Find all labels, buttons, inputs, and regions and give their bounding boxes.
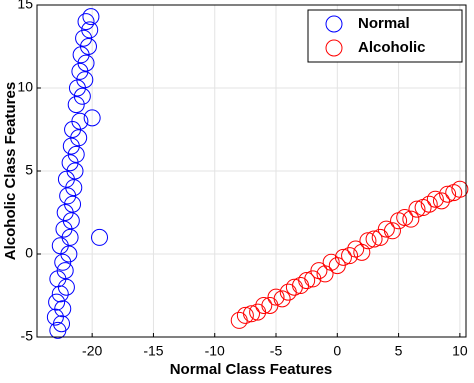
y-tick-label: -5 xyxy=(21,328,34,344)
point xyxy=(426,190,444,208)
point xyxy=(304,270,322,288)
legend-marker xyxy=(325,15,343,33)
x-tick-label: -5 xyxy=(270,343,283,359)
point xyxy=(67,145,85,163)
point xyxy=(54,300,72,318)
x-axis-label: Normal Class Features xyxy=(170,361,333,378)
point xyxy=(70,129,88,147)
legend-label: Alcoholic xyxy=(358,39,426,56)
point xyxy=(377,220,395,238)
point xyxy=(77,13,95,31)
point xyxy=(73,87,91,105)
point xyxy=(75,29,93,47)
point xyxy=(298,272,316,290)
x-tick-label: -10 xyxy=(205,343,225,359)
point xyxy=(53,315,71,333)
point xyxy=(328,257,346,275)
x-tick-label: 0 xyxy=(333,343,341,359)
y-tick-label: 5 xyxy=(25,162,33,178)
point xyxy=(62,212,80,230)
y-axis-label: Alcoholic Class Features xyxy=(2,82,19,260)
point xyxy=(316,265,334,283)
point xyxy=(56,262,74,280)
point xyxy=(420,195,438,213)
point xyxy=(66,162,84,180)
point xyxy=(64,195,82,213)
point xyxy=(359,232,377,250)
point xyxy=(67,96,85,114)
point xyxy=(353,243,371,261)
point xyxy=(236,306,254,324)
point xyxy=(76,71,94,89)
y-tick-label: 10 xyxy=(17,79,33,95)
x-tick-label: -15 xyxy=(143,343,163,359)
point xyxy=(439,185,457,203)
point xyxy=(71,62,89,80)
legend-marker xyxy=(325,39,343,57)
point xyxy=(432,192,450,210)
point xyxy=(267,288,285,306)
point xyxy=(61,154,79,172)
point xyxy=(71,112,89,130)
x-tick-label: 10 xyxy=(452,343,468,359)
point xyxy=(61,228,79,246)
point xyxy=(365,230,383,248)
point xyxy=(77,54,95,72)
point xyxy=(451,180,469,198)
point xyxy=(91,228,109,246)
x-tick-label: 5 xyxy=(395,343,403,359)
point xyxy=(273,290,291,308)
point xyxy=(81,21,99,39)
point xyxy=(255,296,273,314)
x-tick-label: -20 xyxy=(82,343,102,359)
point xyxy=(341,247,359,265)
y-tick-label: 0 xyxy=(25,245,33,261)
y-tick-label: 15 xyxy=(17,0,33,12)
plot-border xyxy=(36,4,467,338)
point xyxy=(243,305,260,323)
point xyxy=(82,8,100,26)
legend-label: Normal xyxy=(358,15,410,32)
point xyxy=(79,38,97,55)
point xyxy=(48,293,66,311)
point xyxy=(408,200,426,218)
point xyxy=(396,208,414,226)
point xyxy=(402,210,420,228)
point xyxy=(83,109,101,127)
point xyxy=(59,187,77,205)
point xyxy=(383,222,401,240)
point xyxy=(54,253,72,271)
point xyxy=(51,285,69,303)
point xyxy=(334,248,352,266)
legend-box xyxy=(307,9,463,63)
